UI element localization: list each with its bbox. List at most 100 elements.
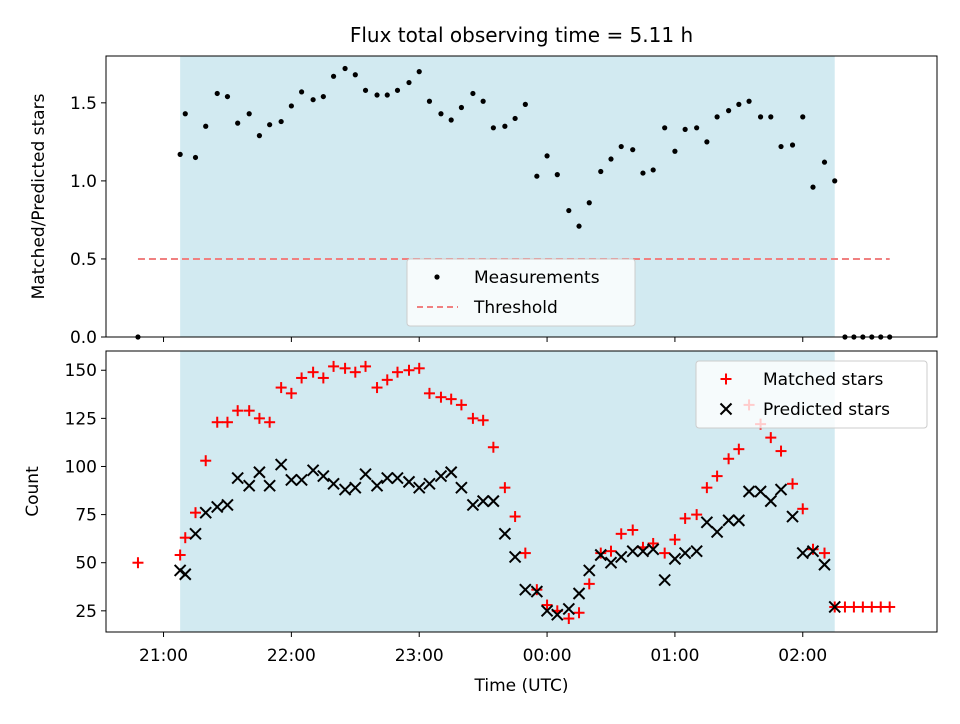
- measurement-point: [832, 178, 838, 184]
- matched-stars-point: [884, 601, 896, 613]
- predicted-stars-point: [274, 458, 288, 471]
- matched-stars-point: [595, 547, 607, 559]
- measurement-point: [757, 114, 764, 120]
- x-tick-label: 01:00: [650, 646, 699, 666]
- predicted-stars-point: [317, 469, 330, 483]
- measurement-point: [278, 118, 284, 125]
- matched-stars-point: [733, 443, 745, 455]
- measurement-point: [310, 97, 316, 103]
- predicted-stars-point: [551, 608, 564, 621]
- measurement-point: [330, 73, 337, 79]
- measurement-point: [490, 125, 496, 131]
- predicted-stars-point: [221, 498, 234, 512]
- predicted-stars-point: [722, 514, 735, 527]
- measurement-point: [470, 90, 476, 97]
- measurement-point: [618, 143, 624, 150]
- matched-stars-point: [691, 509, 703, 521]
- matched-stars-point: [605, 545, 617, 557]
- matched-stars-point: [381, 374, 393, 386]
- predicted-stars-point: [742, 485, 756, 498]
- predicted-stars-point: [519, 583, 532, 596]
- matched-stars-point: [339, 362, 351, 374]
- matched-stars-point: [179, 532, 191, 544]
- measurement-point: [288, 103, 294, 109]
- top-y-tick-label: 1.5: [70, 94, 97, 114]
- predicted-stars-point: [710, 525, 724, 539]
- measurement-point: [554, 172, 560, 178]
- measurement-point: [672, 148, 678, 154]
- legend-measurements-label: Measurements: [474, 268, 600, 288]
- top-y-axis-label: Matched/Predicted stars: [29, 93, 49, 299]
- measurement-point: [662, 125, 668, 131]
- matched-stars-point: [317, 372, 329, 384]
- matched-stars-point: [275, 382, 287, 394]
- predicted-stars-point: [754, 485, 767, 498]
- measurement-point: [299, 89, 305, 95]
- matched-stars-point: [349, 366, 361, 378]
- measurement-point: [566, 207, 572, 214]
- x-axis-label: Time (UTC): [474, 676, 569, 696]
- matched-stars-point: [174, 549, 186, 561]
- matched-stars-point: [669, 534, 681, 546]
- bottom-y-tick-label: 25: [75, 602, 97, 622]
- predicted-stars-point: [690, 544, 703, 558]
- measurement-point: [586, 200, 592, 206]
- predicted-stars-point: [498, 527, 512, 541]
- predicted-stars-point: [263, 479, 276, 492]
- predicted-stars-point: [466, 498, 480, 512]
- matched-stars-point: [221, 416, 233, 428]
- legend-matched-label: Matched stars: [763, 370, 883, 390]
- predicted-stars-point: [658, 573, 671, 587]
- measurement-point: [726, 108, 732, 114]
- x-tick-label: 00:00: [523, 646, 572, 666]
- measurement-point: [640, 170, 646, 176]
- predicted-stars-point: [732, 514, 746, 527]
- matched-stars-point: [711, 470, 723, 482]
- predicted-stars-point: [668, 552, 682, 566]
- matched-stars-point: [583, 578, 595, 590]
- predicted-stars-point: [786, 510, 799, 523]
- predicted-stars-point: [295, 473, 308, 487]
- top-measurement-points: [135, 65, 893, 340]
- matched-stars-point: [531, 584, 543, 596]
- matched-stars-point: [573, 607, 585, 619]
- bottom-legend: Matched stars Predicted stars: [695, 360, 928, 429]
- matched-stars-point: [371, 382, 383, 394]
- predicted-stars-point: [594, 548, 607, 562]
- matched-stars-point: [328, 360, 340, 372]
- matched-stars-point: [232, 405, 244, 417]
- measurement-point: [534, 173, 540, 179]
- measurement-point: [426, 98, 433, 104]
- top-axes-frame: [105, 55, 938, 338]
- matched-stars-point: [360, 360, 372, 372]
- measurement-point: [267, 122, 273, 128]
- matched-stars-point: [723, 453, 735, 465]
- measurement-point: [416, 69, 422, 75]
- predicted-stars-point: [391, 471, 404, 485]
- measurement-point: [458, 104, 465, 111]
- bottom-legend-box: [695, 360, 928, 429]
- matched-stars-point: [679, 512, 691, 524]
- matched-stars-point: [499, 482, 511, 494]
- predicted-stars-point: [402, 475, 416, 489]
- matched-stars-point: [285, 387, 297, 399]
- measurement-point: [203, 123, 209, 129]
- matched-stars-point: [627, 524, 639, 536]
- measurement-point: [544, 153, 550, 159]
- top-legend-box: [406, 258, 636, 327]
- measurement-point: [384, 92, 390, 98]
- measurement-point: [406, 79, 412, 86]
- x-tick-label: 02:00: [778, 646, 827, 666]
- predicted-stars-point: [572, 587, 586, 600]
- predicted-stars-point: [370, 479, 384, 492]
- predicted-stars-point: [455, 481, 468, 494]
- predicted-stars-point: [678, 546, 692, 560]
- matched-stars-point: [435, 391, 447, 403]
- measurement-point: [810, 184, 816, 190]
- top-y-tick-label: 1.0: [70, 172, 97, 192]
- matched-stars-point: [519, 547, 531, 559]
- predicted-stars-point: [434, 469, 448, 483]
- predicted-stars-point: [508, 550, 522, 564]
- measurement-point: [192, 154, 199, 161]
